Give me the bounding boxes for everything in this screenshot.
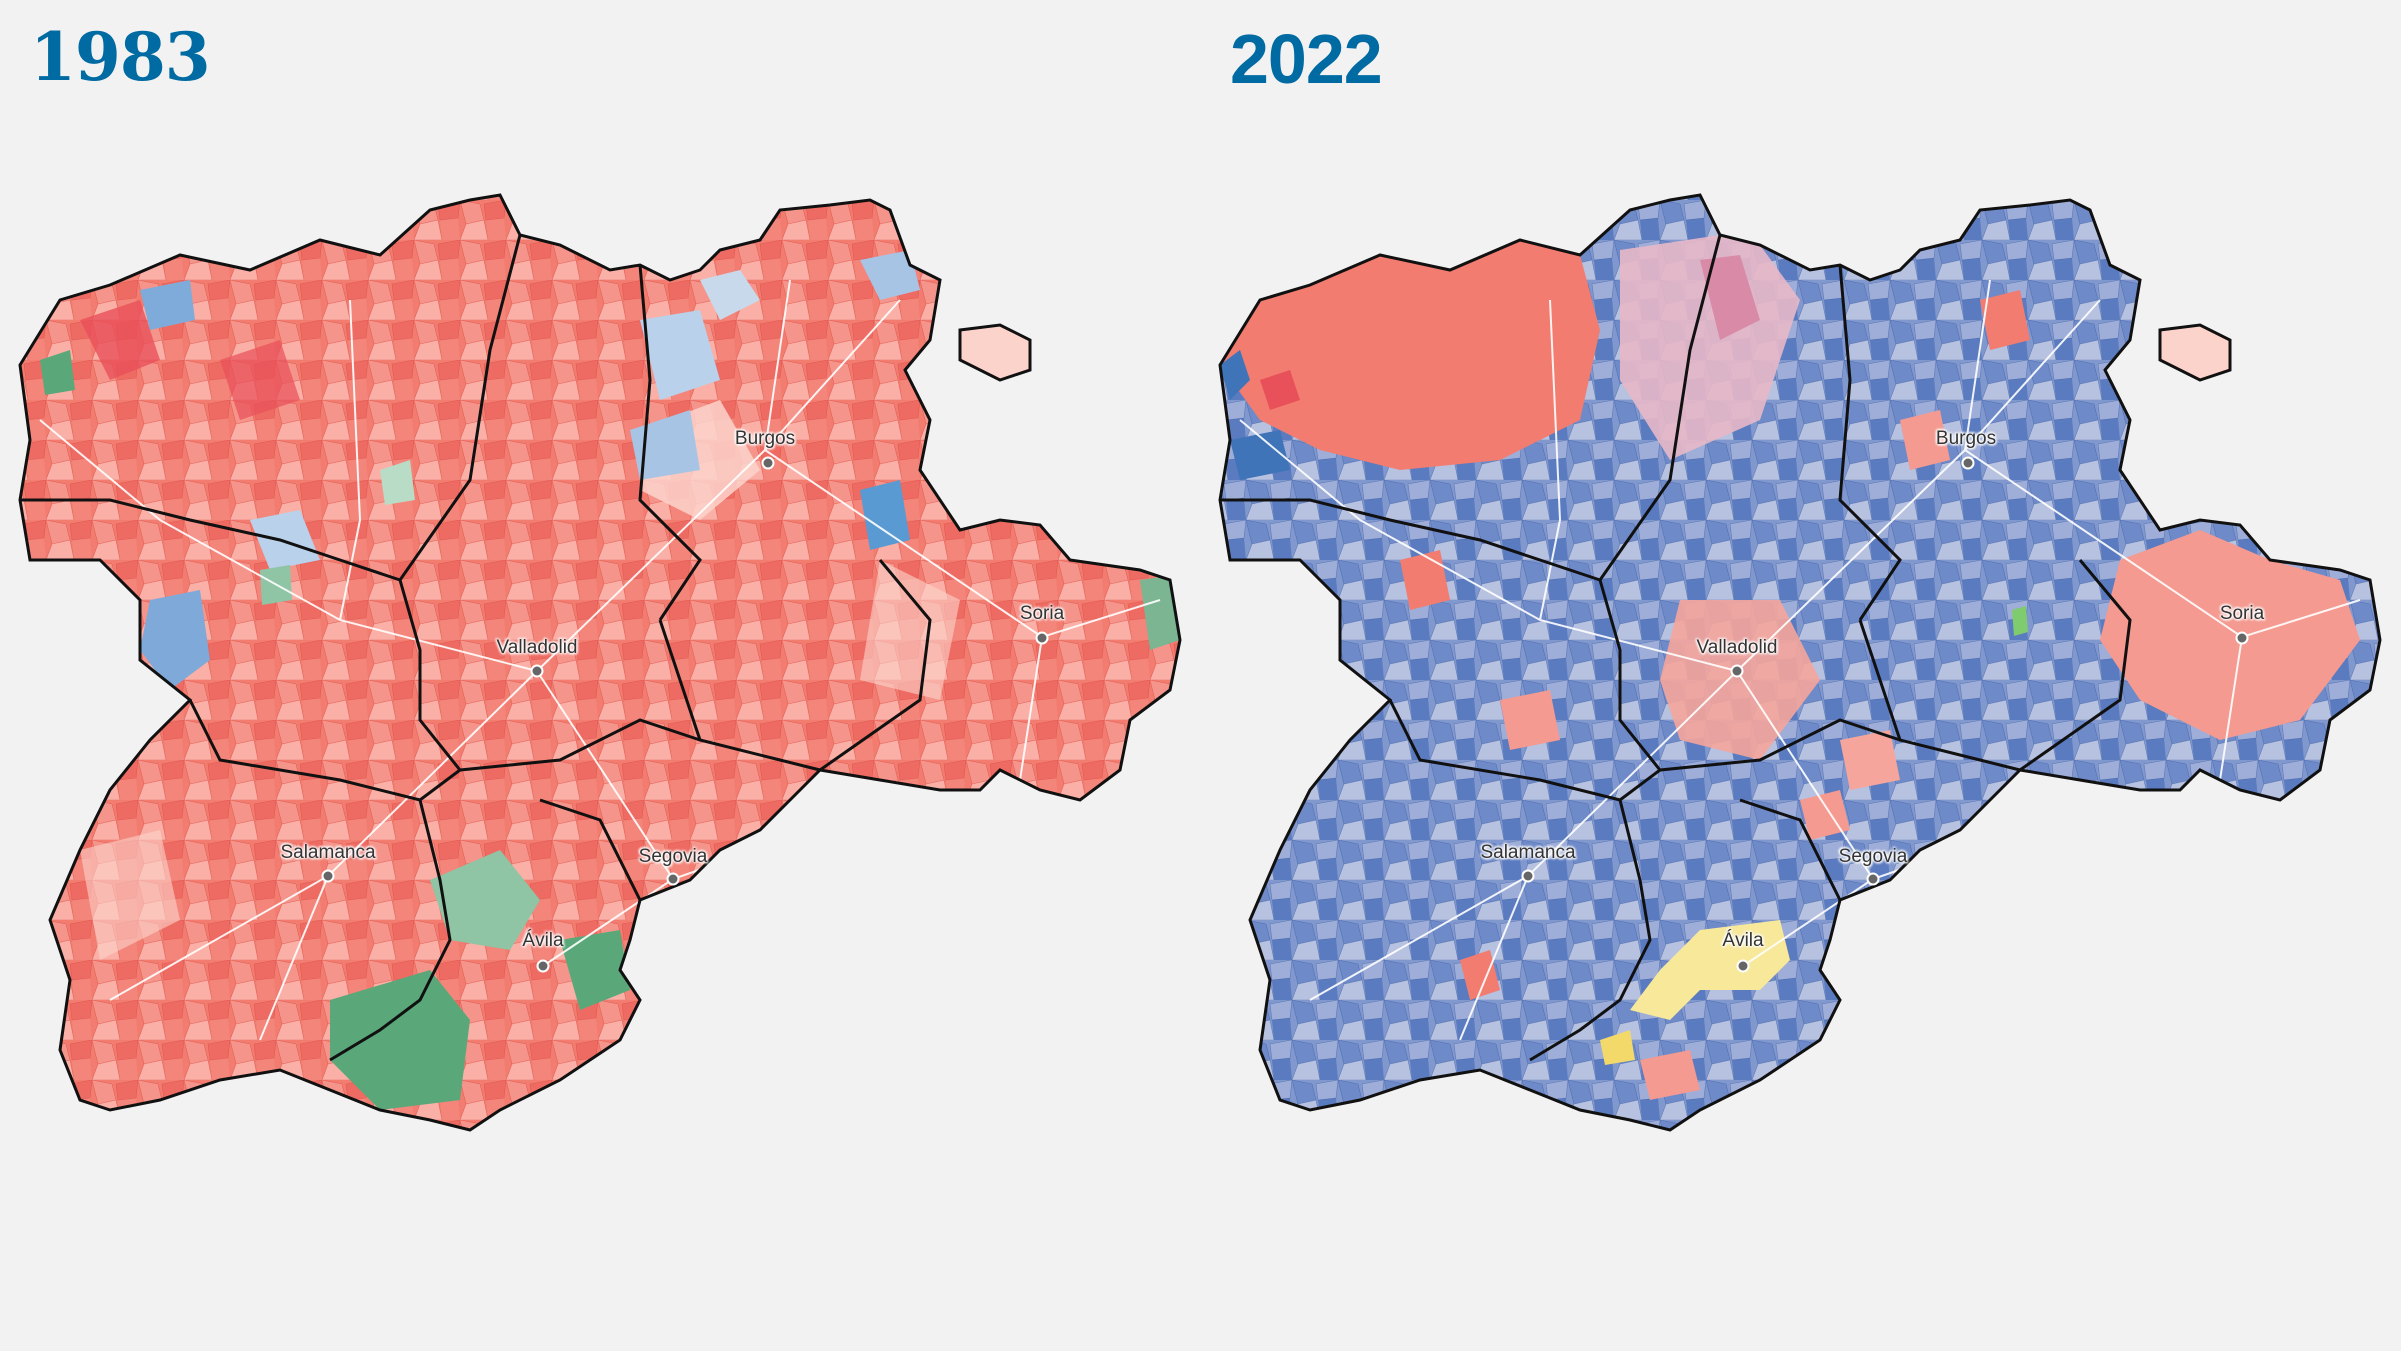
- city-dot-valladolid: [530, 664, 544, 678]
- year-title-2022: 2022: [1230, 20, 1383, 98]
- city-label-avila: Ávila: [1722, 930, 1764, 951]
- year-title-1983: 1983: [30, 18, 211, 96]
- city-dot-valladolid: [1730, 664, 1744, 678]
- city-dot-avila: [1736, 959, 1750, 973]
- region-outline-1983: [18, 193, 1182, 1132]
- city-dot-salamanca: [1521, 869, 1535, 883]
- city-dot-avila: [536, 959, 550, 973]
- city-dot-soria: [2235, 631, 2249, 645]
- city-dot-soria: [1035, 631, 1049, 645]
- city-label-segovia: Segovia: [638, 846, 708, 867]
- city-label-soria: Soria: [1019, 603, 1065, 624]
- city-label-avila: Ávila: [522, 930, 564, 951]
- city-label-valladolid: Valladolid: [496, 637, 578, 658]
- map-1983: [0, 180, 1200, 1160]
- city-label-valladolid: Valladolid: [1696, 637, 1778, 658]
- region-outline-2022: [1218, 193, 2382, 1132]
- city-label-salamanca: Salamanca: [1480, 842, 1576, 863]
- map-2022: [1200, 180, 2400, 1160]
- city-label-segovia: Segovia: [1838, 846, 1908, 867]
- city-dot-burgos: [761, 456, 775, 470]
- city-label-burgos: Burgos: [1935, 428, 1997, 449]
- city-dot-salamanca: [321, 869, 335, 883]
- city-label-soria: Soria: [2219, 603, 2265, 624]
- city-label-salamanca: Salamanca: [280, 842, 376, 863]
- city-dot-segovia: [666, 872, 680, 886]
- city-dot-segovia: [1866, 872, 1880, 886]
- city-dot-burgos: [1961, 456, 1975, 470]
- city-label-burgos: Burgos: [734, 428, 796, 449]
